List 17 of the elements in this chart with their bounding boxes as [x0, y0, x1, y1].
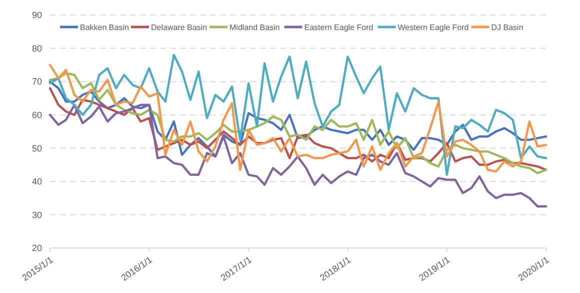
legend-label: Delaware Basin	[151, 22, 208, 32]
line-series	[48, 104, 548, 208]
legend-label: Bakken Basin	[80, 22, 129, 32]
legend-label: DJ Basin	[491, 22, 524, 32]
legend-label: Midland Basin	[230, 22, 280, 32]
y-tick-label: 70	[32, 76, 42, 87]
line-series	[48, 80, 548, 158]
y-tick-label: 80	[32, 43, 42, 54]
y-tick-label: 20	[32, 243, 42, 254]
line-series	[48, 87, 548, 171]
legend-label: Western Eagle Ford	[398, 22, 469, 32]
legend-label: Eastern Eagle Ford	[304, 22, 374, 32]
y-tick-label: 90	[32, 10, 42, 20]
y-tick-label: 40	[32, 176, 42, 187]
y-tick-label: 60	[32, 110, 42, 120]
y-tick-label: 50	[32, 143, 42, 154]
y-tick-label: 30	[32, 210, 42, 220]
